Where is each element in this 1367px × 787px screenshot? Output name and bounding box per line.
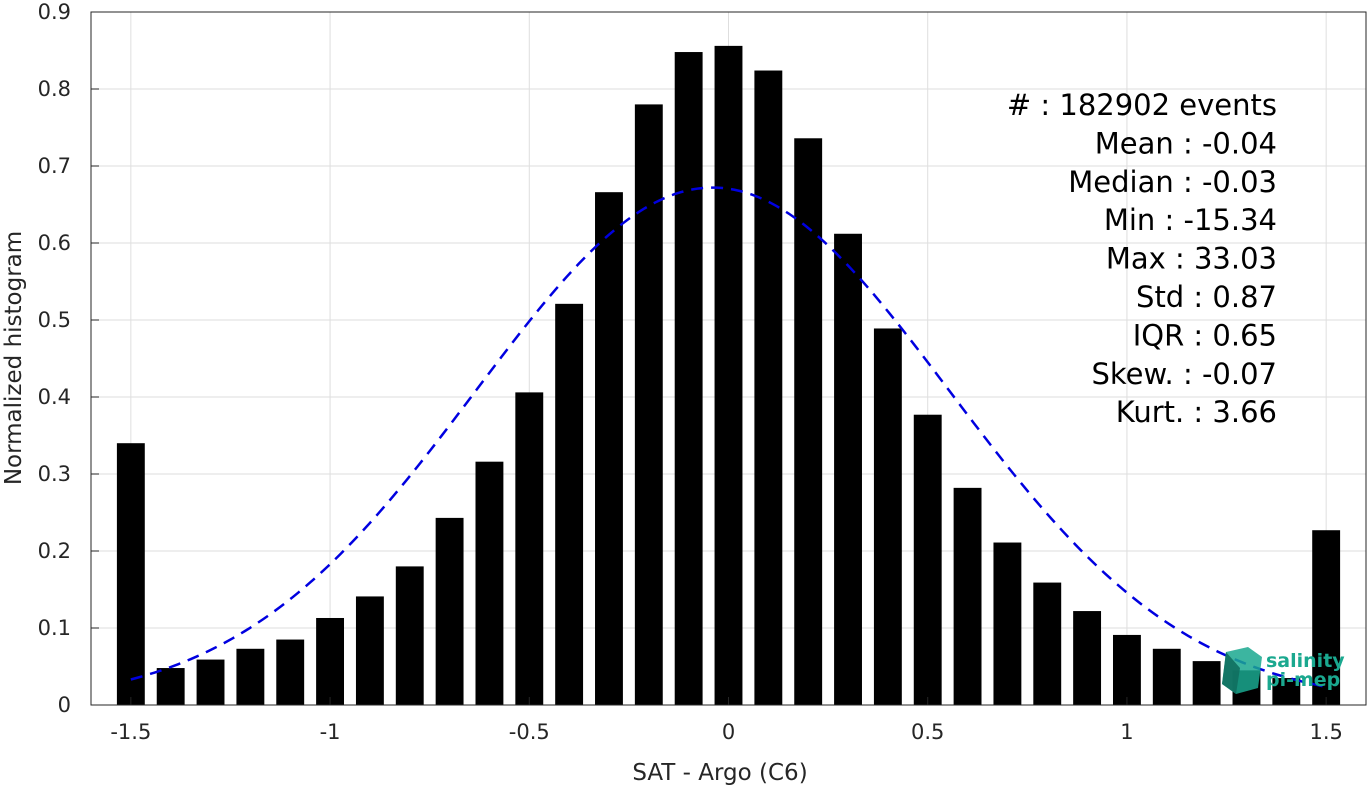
histogram-bar bbox=[156, 668, 185, 705]
histogram-bar bbox=[435, 517, 464, 705]
x-tick-label: 0 bbox=[722, 720, 735, 744]
logo-line1: salinity bbox=[1266, 650, 1345, 672]
stat-line: Kurt. : 3.66 bbox=[1116, 395, 1277, 429]
stats-annotation: # : 182902 events Mean : -0.04 Median : -0… bbox=[1007, 88, 1277, 429]
histogram-bar bbox=[1112, 634, 1141, 705]
stat-line: Median : -0.03 bbox=[1068, 165, 1277, 199]
stat-line: IQR : 0.65 bbox=[1133, 318, 1277, 352]
y-tick-label: 0.4 bbox=[38, 385, 71, 409]
y-tick-label: 0.2 bbox=[38, 539, 71, 563]
histogram-bar bbox=[355, 596, 384, 705]
x-tick-label: 1 bbox=[1120, 720, 1133, 744]
histogram-bar bbox=[196, 659, 225, 705]
x-tick-label: -1.5 bbox=[110, 720, 151, 744]
x-axis-label: SAT - Argo (C6) bbox=[632, 760, 807, 786]
histogram-bar bbox=[1272, 678, 1301, 705]
bar-series bbox=[116, 45, 1341, 706]
histogram-bar bbox=[634, 104, 663, 705]
histogram-bar bbox=[1033, 582, 1062, 705]
y-axis-label: Normalized histogram bbox=[1, 231, 27, 485]
histogram-bar bbox=[316, 617, 345, 705]
stat-line: # : 182902 events bbox=[1007, 88, 1277, 122]
y-tick-label: 0.1 bbox=[38, 616, 71, 640]
y-tick-label: 0.8 bbox=[38, 77, 71, 101]
histogram-bar bbox=[754, 70, 783, 705]
histogram-bar bbox=[515, 392, 544, 705]
histogram-bar bbox=[1312, 530, 1341, 705]
histogram-bar bbox=[953, 487, 982, 705]
histogram-bar bbox=[276, 639, 305, 705]
histogram-bar bbox=[674, 52, 703, 706]
histogram-bar bbox=[395, 566, 424, 705]
y-tick-label: 0 bbox=[58, 693, 71, 717]
histogram-bar bbox=[873, 328, 902, 705]
histogram-bar bbox=[1192, 661, 1221, 705]
x-axis-ticks: -1.5 -1 -0.5 0 0.5 1 1.5 bbox=[110, 697, 1343, 744]
y-tick-label: 0.5 bbox=[38, 308, 71, 332]
y-tick-label: 0.3 bbox=[38, 462, 71, 486]
x-tick-label: 0.5 bbox=[911, 720, 944, 744]
stat-line: Min : -15.34 bbox=[1104, 203, 1277, 237]
histogram-bar bbox=[834, 233, 862, 705]
x-tick-label: -1 bbox=[320, 720, 341, 744]
histogram-bar bbox=[1152, 648, 1181, 705]
stat-line: Std : 0.87 bbox=[1136, 280, 1277, 314]
histogram-bar bbox=[475, 461, 504, 705]
salinity-pimep-logo: salinity pi-mep bbox=[1222, 647, 1345, 694]
logo-cube-shade bbox=[1222, 652, 1240, 694]
y-tick-label: 0.9 bbox=[38, 0, 71, 24]
histogram-bar bbox=[236, 648, 265, 705]
y-axis-ticks: 0 0.1 0.2 0.3 0.4 0.5 0.6 0.7 0.8 0.9 bbox=[38, 0, 99, 717]
histogram-bar bbox=[1073, 611, 1102, 705]
y-tick-label: 0.7 bbox=[38, 154, 71, 178]
histogram-bar bbox=[913, 414, 942, 705]
y-tick-label: 0.6 bbox=[38, 231, 71, 255]
stat-line: Max : 33.03 bbox=[1106, 242, 1277, 276]
histogram-bar bbox=[116, 443, 145, 705]
histogram-bar bbox=[794, 138, 823, 705]
x-tick-label: -0.5 bbox=[509, 720, 550, 744]
stat-line: Mean : -0.04 bbox=[1095, 126, 1277, 160]
x-tick-label: 1.5 bbox=[1309, 720, 1342, 744]
histogram-bar bbox=[993, 542, 1022, 705]
histogram-bar bbox=[595, 192, 623, 705]
histogram-bar bbox=[555, 303, 584, 705]
logo-line2: pi-mep bbox=[1266, 669, 1340, 691]
histogram-bar bbox=[714, 45, 743, 705]
stat-line: Skew. : -0.07 bbox=[1091, 357, 1277, 391]
